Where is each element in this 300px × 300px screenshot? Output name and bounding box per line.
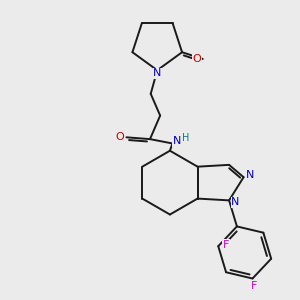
Text: N: N [153, 68, 161, 78]
Text: N: N [246, 170, 254, 180]
Text: N: N [172, 136, 181, 146]
Text: F: F [223, 240, 230, 250]
Text: F: F [251, 281, 257, 292]
Text: O: O [116, 132, 124, 142]
Text: H: H [182, 134, 189, 143]
Text: O: O [192, 54, 201, 64]
Text: N: N [231, 197, 239, 207]
